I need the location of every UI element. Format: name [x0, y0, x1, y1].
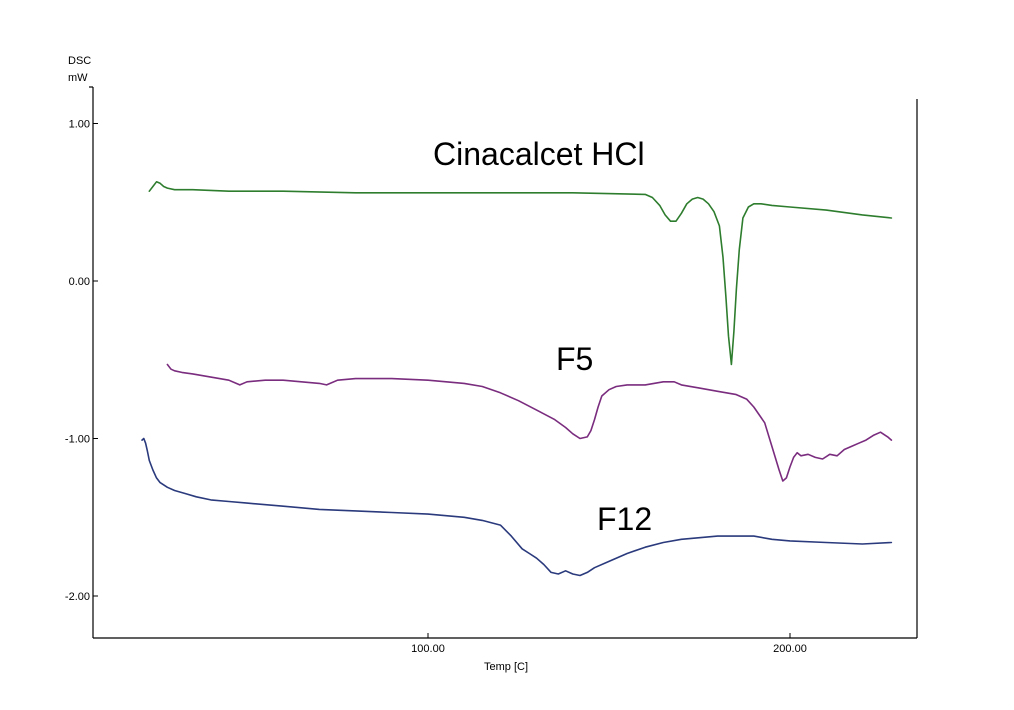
y-tick-label: -1.00 — [65, 434, 90, 446]
y-axis-title-line1: DSC — [68, 55, 91, 67]
annotation-f5: F5 — [556, 341, 593, 377]
y-axis-title-line2: mW — [68, 72, 88, 84]
plot-frame — [89, 86, 918, 639]
y-tick-label: -2.00 — [65, 591, 90, 603]
series-line-f5 — [166, 363, 893, 482]
annotation-f12: F12 — [597, 501, 652, 537]
y-tick-label: 1.00 — [69, 119, 90, 131]
annotation-cinacalcet: Cinacalcet HCl — [433, 136, 645, 172]
chart-text: DSC mW Temp [C] Cinacalcet HCl F5 F12 — [68, 55, 652, 673]
y-tick-label: 0.00 — [69, 276, 90, 288]
series-layer — [141, 181, 893, 577]
x-tick-label: 200.00 — [773, 643, 807, 655]
axis-ticks: 1.00 0.00 -1.00 -2.00 100.00 200.00 — [65, 119, 807, 656]
series-line-f12 — [141, 437, 893, 577]
series-line-cinacalcet — [148, 181, 893, 366]
x-tick-label: 100.00 — [411, 643, 445, 655]
x-axis-title: Temp [C] — [484, 661, 528, 673]
